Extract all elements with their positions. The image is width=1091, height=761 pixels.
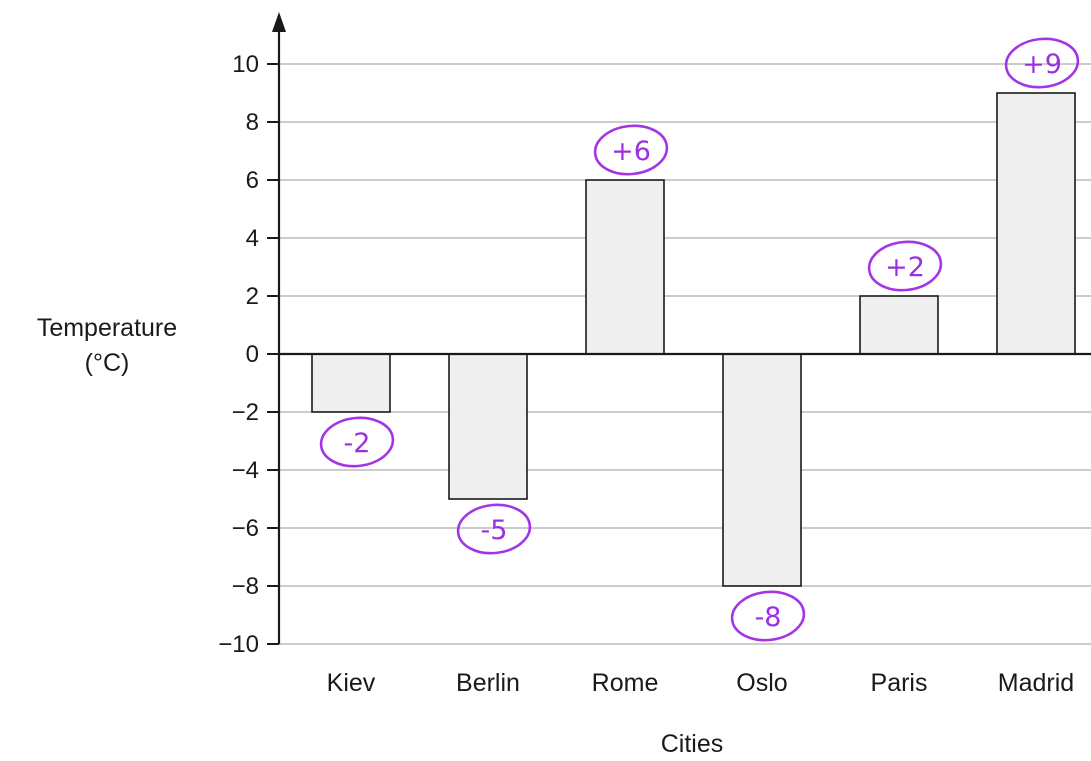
bar-kiev xyxy=(311,353,391,413)
y-tick-label: 2 xyxy=(246,283,259,310)
annotation-label-madrid: +9 xyxy=(1022,49,1062,80)
annotation-circle-madrid xyxy=(1004,37,1080,89)
bar-paris xyxy=(859,295,939,355)
annotation-circle-paris xyxy=(867,240,943,292)
y-tick-label: −8 xyxy=(232,573,259,600)
bar-madrid xyxy=(996,92,1076,355)
y-axis-title: Temperature xyxy=(37,314,177,342)
grid-lines xyxy=(279,63,1091,645)
annotation-label-paris: +2 xyxy=(885,252,925,283)
annotation-label-kiev: -2 xyxy=(344,428,371,459)
annotation-label-rome: +6 xyxy=(611,136,651,167)
annotation-circle-rome xyxy=(593,124,669,176)
bars xyxy=(311,92,1076,587)
category-label-paris: Paris xyxy=(871,669,928,697)
y-tick-label: −6 xyxy=(232,515,259,542)
annotation-label-oslo: -8 xyxy=(755,602,782,633)
category-label-kiev: Kiev xyxy=(327,669,376,697)
y-tick-label: 10 xyxy=(232,51,259,78)
axes xyxy=(272,12,1091,644)
category-label-madrid: Madrid xyxy=(998,669,1074,697)
annotation-circle-oslo xyxy=(730,590,806,642)
y-tick-labels: 10 8 6 4 2 0 −2 −4 −6 −8 −10 xyxy=(218,51,279,658)
annotation-circle-kiev xyxy=(319,416,395,468)
y-tick-label: 0 xyxy=(246,341,259,368)
y-axis-arrow-icon xyxy=(272,12,286,32)
x-axis-title: Cities xyxy=(661,730,724,758)
handwritten-annotations: -2 -5 +6 -8 +2 +9 xyxy=(319,37,1080,642)
y-axis-unit: (°C) xyxy=(85,349,130,377)
x-category-labels: Kiev Berlin Rome Oslo Paris Madrid xyxy=(327,669,1075,697)
bar-berlin xyxy=(448,353,528,500)
y-tick-label: 6 xyxy=(246,167,259,194)
y-tick-label: −10 xyxy=(218,631,259,658)
bar-oslo xyxy=(722,353,802,587)
y-tick-label: 4 xyxy=(246,225,259,252)
bar-rome xyxy=(585,179,665,355)
y-tick-label: 8 xyxy=(246,109,259,136)
y-tick-label: −2 xyxy=(232,399,259,426)
category-label-berlin: Berlin xyxy=(456,669,520,697)
annotation-circle-berlin xyxy=(456,503,532,555)
y-tick-label: −4 xyxy=(232,457,259,484)
category-label-rome: Rome xyxy=(592,669,659,697)
category-label-oslo: Oslo xyxy=(736,669,787,697)
annotation-label-berlin: -5 xyxy=(481,515,508,546)
